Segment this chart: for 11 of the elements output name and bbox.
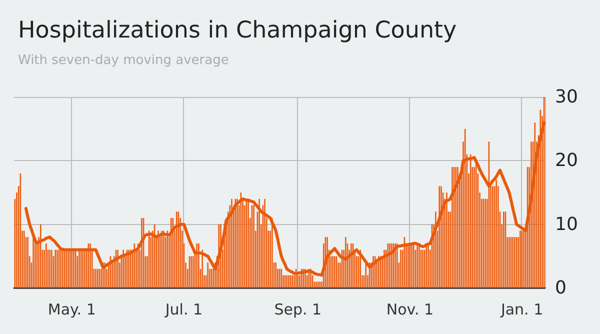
y-tick-label: 30 [555,86,578,108]
y-tick-label: 0 [555,278,566,298]
x-tick-label: Jan. 1 [500,300,544,318]
chart-title: Hospitalizations in Champaign County [18,18,457,44]
x-tick-label: Sep. 1 [274,300,322,318]
chart-subtitle: With seven-day moving average [18,53,229,68]
y-tick-label: 20 [555,150,578,172]
x-tick-label: Jul. 1 [164,300,203,318]
x-tick-label: Nov. 1 [386,300,434,318]
y-tick-label: 10 [555,214,578,235]
x-tick-label: May. 1 [48,300,96,318]
